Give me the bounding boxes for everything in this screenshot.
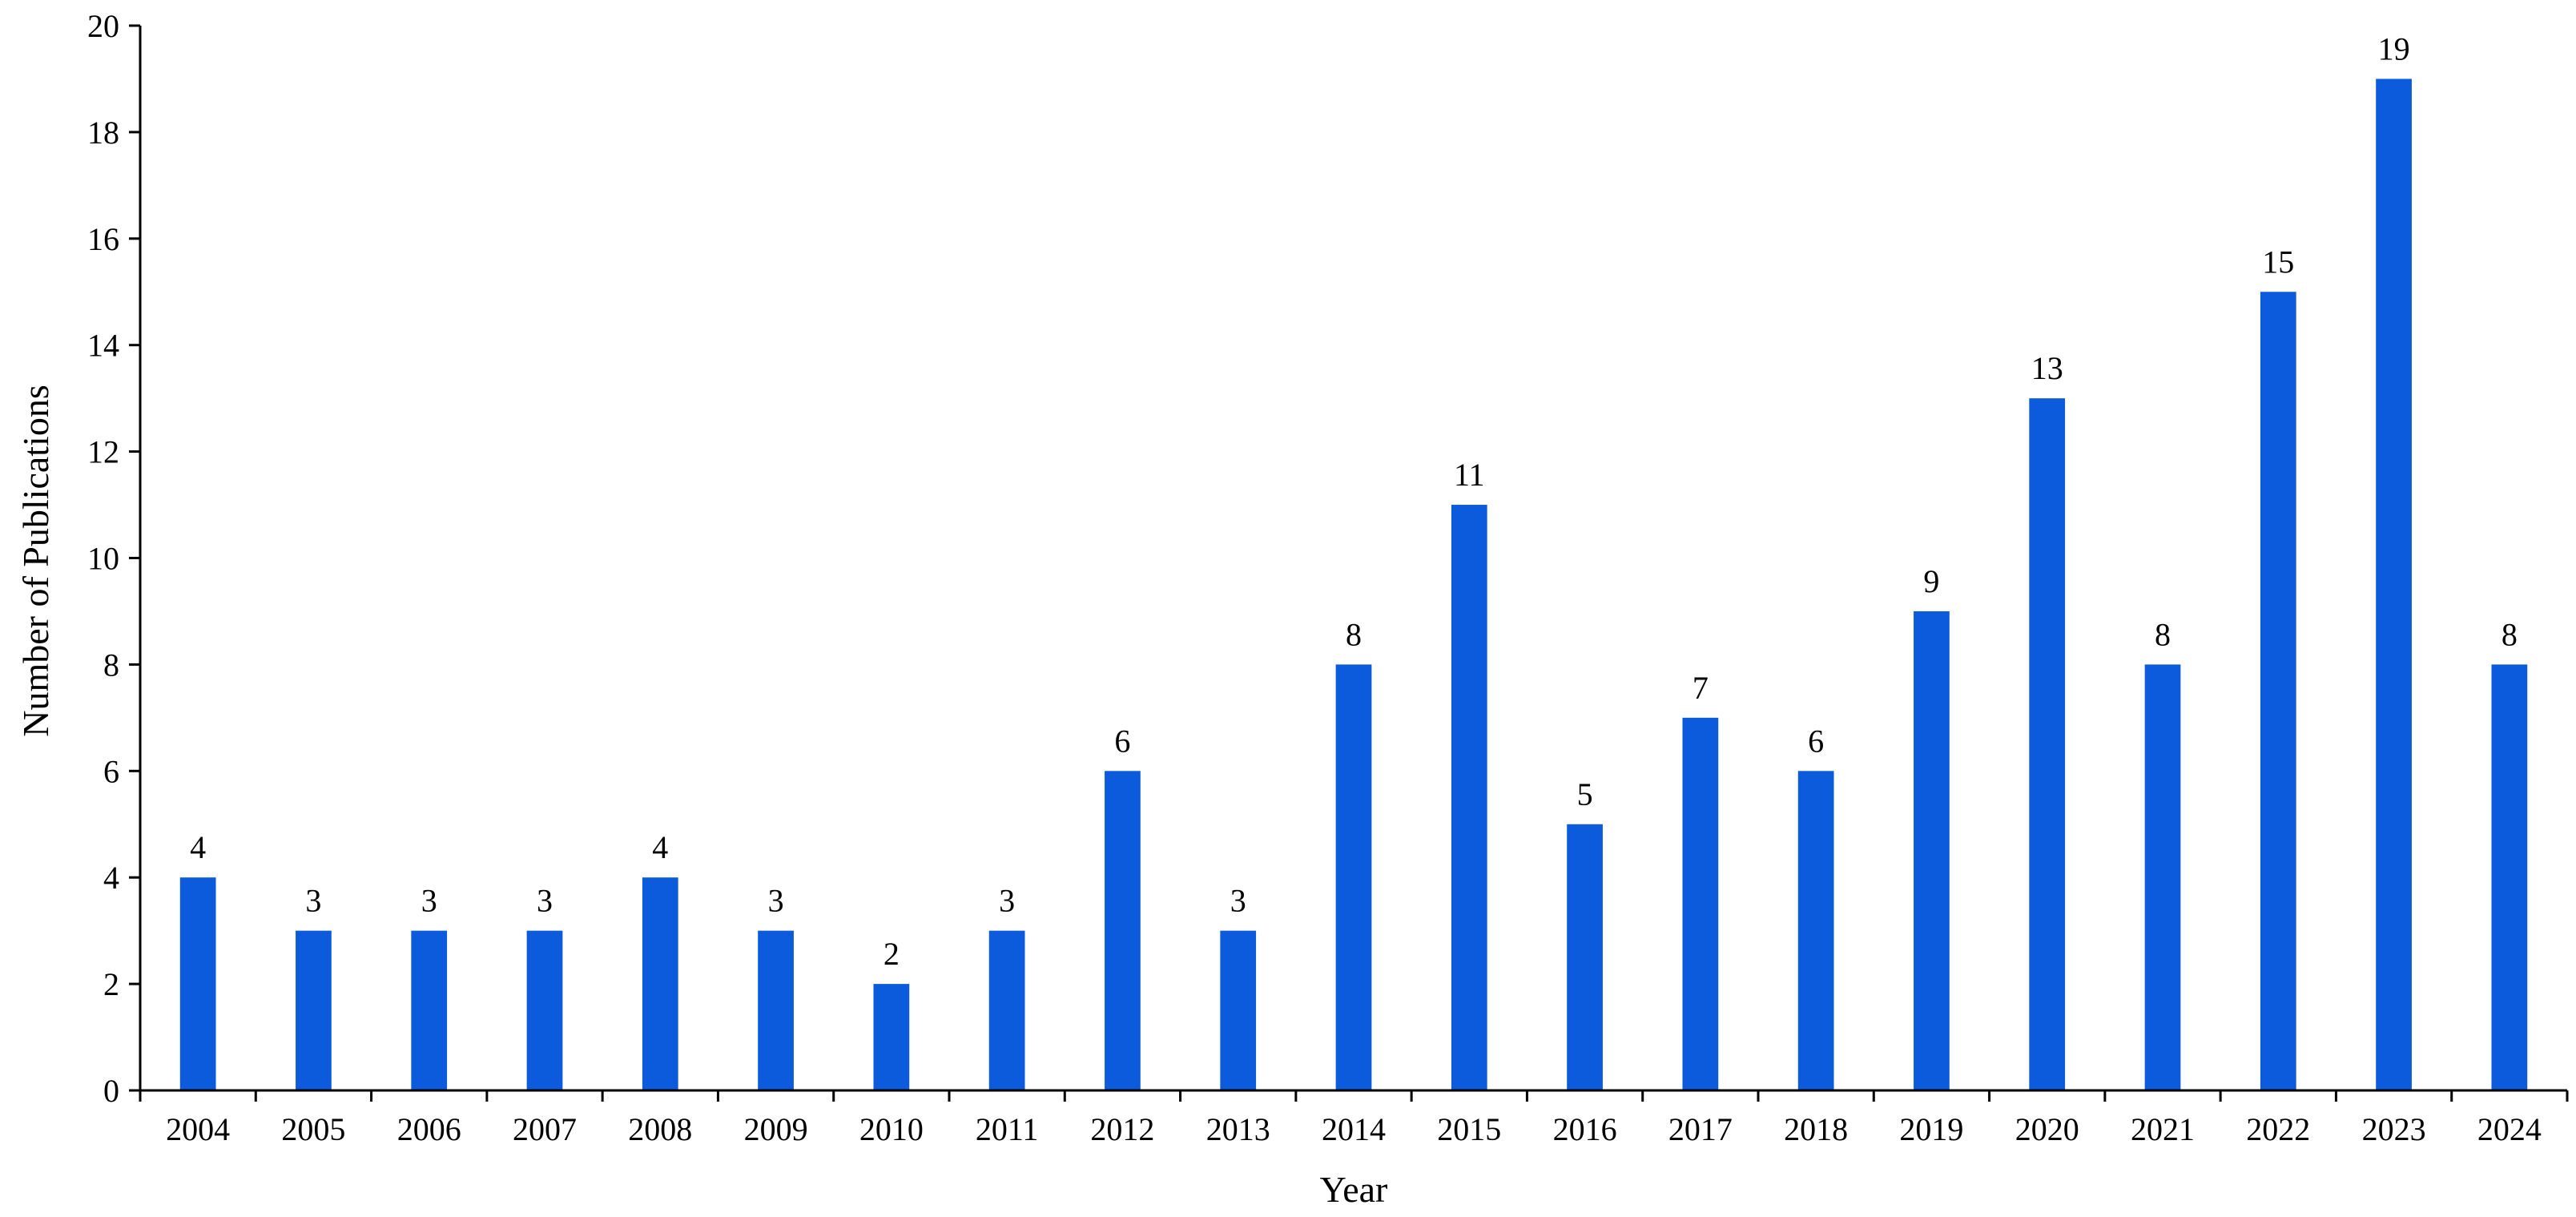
x-tick-label-2021: 2021 [2131, 1111, 2195, 1147]
data-label-2014: 8 [1346, 616, 1362, 652]
bar-2010 [873, 984, 910, 1090]
x-axis-title: Year [1320, 1169, 1388, 1210]
y-tick-label: 12 [87, 434, 119, 470]
y-tick-label: 4 [103, 860, 119, 896]
x-tick-label-2011: 2011 [976, 1111, 1039, 1147]
x-tick-label-2024: 2024 [2477, 1111, 2542, 1147]
data-label-2010: 2 [883, 936, 900, 972]
data-label-2024: 8 [2502, 616, 2518, 652]
bar-2011 [988, 930, 1025, 1090]
bar-2008 [642, 877, 678, 1090]
data-label-2013: 3 [1230, 883, 1246, 919]
y-tick-label: 2 [103, 966, 119, 1002]
x-tick-label-2018: 2018 [1784, 1111, 1848, 1147]
data-label-2018: 6 [1808, 723, 1824, 759]
x-tick-label-2006: 2006 [397, 1111, 461, 1147]
bar-2009 [758, 930, 794, 1090]
x-tick-label-2016: 2016 [1553, 1111, 1617, 1147]
data-label-2007: 3 [537, 883, 553, 919]
x-tick-label-2010: 2010 [859, 1111, 924, 1147]
bar-2021 [2144, 664, 2181, 1090]
bar-2019 [1914, 611, 1950, 1090]
y-tick-label: 8 [103, 647, 119, 683]
data-labels: 4 3 3 3 4 3 2 3 6 3 8 11 5 7 6 9 13 8 15 19 8 [190, 30, 2518, 972]
bar-2007 [526, 930, 563, 1090]
bar-2012 [1105, 771, 1141, 1090]
x-tick-label-2004: 2004 [166, 1111, 230, 1147]
x-tick-label-2009: 2009 [744, 1111, 808, 1147]
y-axis-ticks: 0 2 4 6 8 10 12 14 16 18 20 [87, 8, 140, 1109]
bar-2014 [1335, 664, 1372, 1090]
y-tick-label: 6 [103, 753, 119, 789]
x-tick-label-2013: 2013 [1206, 1111, 1270, 1147]
y-axis-title: Number of Publications [15, 385, 56, 737]
y-tick-label: 20 [87, 8, 119, 44]
axes [139, 26, 2567, 1092]
x-tick-label-2008: 2008 [628, 1111, 692, 1147]
data-label-2006: 3 [421, 883, 437, 919]
x-tick-label-2017: 2017 [1668, 1111, 1733, 1147]
x-tick-label-2015: 2015 [1437, 1111, 1501, 1147]
x-tick-label-2012: 2012 [1090, 1111, 1154, 1147]
data-label-2016: 5 [1577, 776, 1593, 812]
bar-2004 [179, 877, 216, 1090]
data-label-2011: 3 [999, 883, 1015, 919]
data-label-2021: 8 [2155, 616, 2171, 652]
bar-2018 [1797, 771, 1834, 1090]
data-label-2023: 19 [2378, 30, 2410, 66]
bar-2017 [1682, 717, 1719, 1090]
bar-2006 [411, 930, 448, 1090]
data-label-2019: 9 [1923, 563, 1939, 599]
bars [179, 79, 2528, 1091]
bar-2013 [1220, 930, 1257, 1090]
data-label-2015: 11 [1454, 457, 1485, 493]
x-axis-ticks: 2004 2005 2006 2007 2008 2009 2010 2011 2012 2013… [139, 1090, 2569, 1147]
x-tick-label-2022: 2022 [2246, 1111, 2310, 1147]
data-label-2020: 13 [2031, 350, 2063, 386]
data-label-2008: 4 [652, 829, 668, 865]
bar-2024 [2491, 664, 2528, 1090]
bar-2022 [2260, 292, 2296, 1090]
x-tick-label-2019: 2019 [1899, 1111, 1963, 1147]
x-tick-label-2007: 2007 [513, 1111, 577, 1147]
data-label-2005: 3 [305, 883, 321, 919]
y-tick-label: 0 [103, 1073, 119, 1109]
data-label-2022: 15 [2262, 244, 2294, 280]
bar-2023 [2376, 79, 2412, 1091]
bar-2016 [1567, 824, 1603, 1090]
data-label-2004: 4 [190, 829, 206, 865]
y-tick-label: 10 [87, 541, 119, 577]
x-tick-label-2020: 2020 [2015, 1111, 2079, 1147]
data-label-2017: 7 [1693, 670, 1709, 706]
x-tick-label-2023: 2023 [2362, 1111, 2426, 1147]
data-label-2012: 6 [1114, 723, 1130, 759]
bar-2020 [2029, 398, 2066, 1090]
data-label-2009: 3 [768, 883, 784, 919]
y-tick-label: 14 [87, 328, 119, 364]
y-tick-label: 18 [87, 115, 119, 151]
y-tick-label: 16 [87, 221, 119, 257]
x-tick-label-2005: 2005 [281, 1111, 345, 1147]
bar-2005 [296, 930, 332, 1090]
x-tick-label-2014: 2014 [1322, 1111, 1386, 1147]
bar-2015 [1451, 505, 1487, 1090]
